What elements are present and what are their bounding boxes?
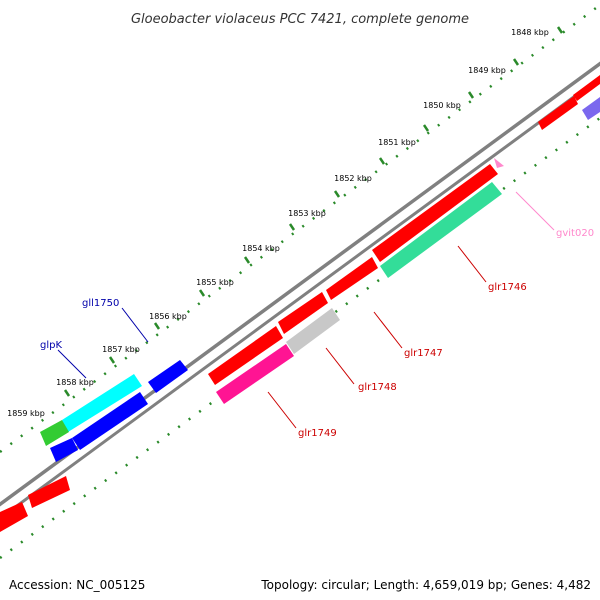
tick-mark [108, 356, 116, 364]
gene-glr1746[interactable] [380, 182, 502, 278]
gene-gll1750[interactable] [148, 360, 188, 393]
label-glr1749: glr1749 [298, 428, 337, 439]
tick-mark [63, 389, 71, 397]
label-glpK: glpK [40, 340, 62, 351]
label-glr1748: glr1748 [358, 382, 397, 393]
gene-block[interactable] [40, 420, 69, 446]
accession-text: Accession: NC_005125 [9, 578, 146, 592]
tick-label: 1856 kbp [149, 312, 187, 321]
gene-glr1748[interactable] [286, 308, 340, 354]
gene-block[interactable] [278, 292, 328, 334]
leader-gvit020 [515, 191, 555, 231]
gene-block[interactable] [50, 438, 78, 462]
leader-glr1749 [267, 391, 297, 429]
tick-label: 1857 kbp [102, 345, 140, 354]
label-glr1747: glr1747 [404, 348, 443, 359]
tick-label: 1850 kbp [423, 101, 461, 110]
label-gvit020: gvit020 [556, 228, 594, 239]
tick-label: 1858 kbp [56, 378, 94, 387]
reverse-strand [50, 158, 504, 462]
forward-strand [0, 75, 600, 532]
label-leaders [57, 191, 555, 429]
gene-block[interactable] [72, 392, 148, 450]
gene-block[interactable] [582, 97, 600, 120]
gene-block[interactable] [372, 164, 498, 262]
topology-text: Topology: circular; Length: 4,659,019 bp… [261, 578, 591, 592]
tick-marks [63, 26, 564, 397]
leader-glpK [57, 349, 87, 379]
gene-block[interactable] [208, 326, 283, 385]
gene-glpK[interactable] [62, 374, 142, 432]
tick-mark [512, 58, 520, 66]
gene-block[interactable] [0, 502, 28, 532]
tick-label: 1859 kbp [7, 409, 45, 418]
tick-mark [467, 91, 475, 99]
backbone-line-inner [0, 75, 600, 521]
tick-mark [378, 157, 386, 165]
tick-labels: 1848 kbp 1849 kbp 1850 kbp 1851 kbp 1852 kbp… [7, 28, 549, 418]
gene-block[interactable] [28, 476, 70, 508]
tick-mark [422, 124, 430, 132]
tick-label: 1854 kbp [242, 244, 280, 253]
tick-label: 1852 kbp [334, 174, 372, 183]
rna-gvit020[interactable] [494, 158, 504, 168]
tick-label: 1849 kbp [468, 66, 506, 75]
leader-gll1750 [121, 307, 149, 343]
leader-glr1748 [325, 347, 355, 385]
tick-mark [153, 322, 161, 330]
tick-label: 1848 kbp [511, 28, 549, 37]
gene-block[interactable] [538, 96, 578, 130]
gene-block[interactable] [573, 75, 600, 101]
gene-block[interactable] [326, 257, 378, 300]
leader-glr1747 [373, 311, 403, 349]
map-title: Gloeobacter violaceus PCC 7421, complete… [131, 12, 469, 27]
tick-mark [288, 223, 296, 231]
gene-glr1749[interactable] [216, 344, 294, 404]
label-gll1750: gll1750 [82, 298, 119, 309]
tick-mark [243, 256, 251, 264]
label-glr1746: glr1746 [488, 282, 527, 293]
tick-label: 1851 kbp [378, 138, 416, 147]
tick-mark [333, 190, 341, 198]
leader-glr1746 [457, 245, 487, 283]
tick-label: 1853 kbp [288, 209, 326, 218]
tick-mark [198, 289, 206, 297]
tick-label: 1855 kbp [196, 278, 234, 287]
tick-mark [556, 26, 564, 34]
